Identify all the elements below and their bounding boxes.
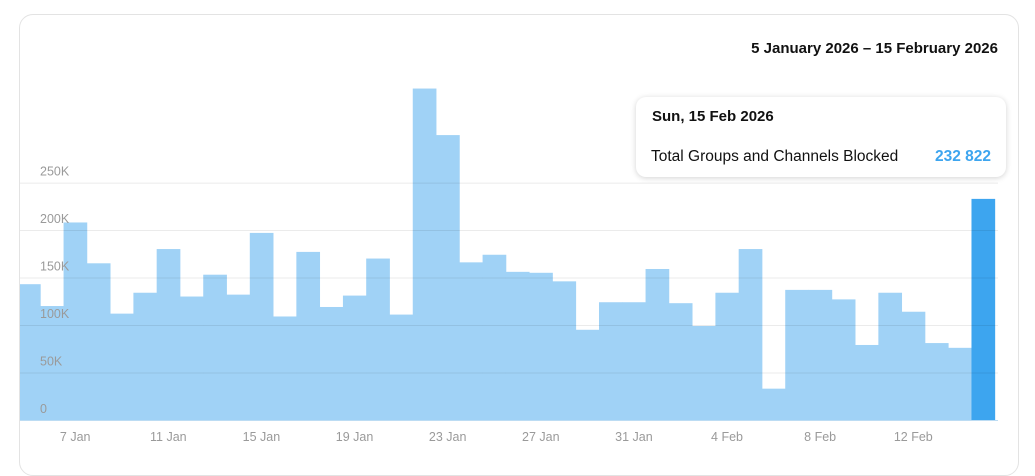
x-tick-label: 8 Feb <box>804 430 836 444</box>
bar-25-jan[interactable] <box>482 254 507 420</box>
bar-24-jan[interactable] <box>459 262 483 420</box>
y-tick-label: 250K <box>40 165 70 179</box>
bar-20-jan[interactable] <box>366 258 390 420</box>
x-tick-label: 31 Jan <box>615 430 653 444</box>
x-tick-label: 7 Jan <box>60 430 91 444</box>
bar-10-feb[interactable] <box>855 344 879 420</box>
bar-9-jan[interactable] <box>110 313 134 420</box>
bar-9-feb[interactable] <box>831 299 856 420</box>
y-tick-label: 50K <box>40 355 63 369</box>
y-tick-label: 100K <box>40 307 70 321</box>
bar-7-feb[interactable] <box>785 289 809 420</box>
bar-23-jan[interactable] <box>436 135 460 420</box>
bar-17-jan[interactable] <box>296 251 321 420</box>
x-tick-label: 19 Jan <box>336 430 374 444</box>
date-range-title: 5 January 2026 – 15 February 2026 <box>751 40 998 57</box>
bar-28-jan[interactable] <box>552 281 577 420</box>
tooltip: Sun, 15 Feb 2026 Total Groups and Channe… <box>636 97 1006 177</box>
bar-12-feb[interactable] <box>901 311 926 420</box>
bar-14-jan[interactable] <box>226 294 251 420</box>
tooltip-value: 232 822 <box>934 148 991 165</box>
bar-1-feb[interactable] <box>645 268 670 420</box>
bar-11-feb[interactable] <box>878 292 903 420</box>
y-tick-label: 0 <box>40 402 47 416</box>
bar-8-feb[interactable] <box>808 289 833 420</box>
bar-13-feb[interactable] <box>924 343 949 420</box>
bar-6-jan[interactable] <box>40 306 64 420</box>
bar-31-jan[interactable] <box>622 302 646 420</box>
bar-27-jan[interactable] <box>529 272 553 420</box>
bar-4-feb[interactable] <box>715 292 740 420</box>
bar-chart: 0 50K 100K 150K 200K 250K 7 Jan 11 Jan 15 Jan 19 … <box>20 88 998 444</box>
bar-16-jan[interactable] <box>273 316 297 420</box>
bar-10-jan[interactable] <box>133 292 158 420</box>
x-tick-label: 4 Feb <box>711 430 743 444</box>
x-tick-label: 12 Feb <box>894 430 933 444</box>
bar-14-feb[interactable] <box>948 347 972 420</box>
bar-19-jan[interactable] <box>342 295 367 420</box>
bar-11-jan[interactable] <box>156 249 181 420</box>
bar-7-jan[interactable] <box>63 222 88 420</box>
bar-3-feb[interactable] <box>692 325 716 420</box>
bar-15-feb[interactable] <box>971 198 996 420</box>
bar-15-jan[interactable] <box>249 232 274 420</box>
bar-12-jan[interactable] <box>179 296 204 420</box>
y-tick-label: 150K <box>40 260 70 274</box>
bar-5-jan[interactable] <box>20 284 41 420</box>
tooltip-date: Sun, 15 Feb 2026 <box>652 108 774 125</box>
bar-21-jan[interactable] <box>389 314 414 420</box>
bar-13-jan[interactable] <box>203 274 227 420</box>
x-tick-label: 11 Jan <box>150 430 187 444</box>
tooltip-label: Total Groups and Channels Blocked <box>651 148 899 165</box>
x-tick-label: 15 Jan <box>243 430 281 444</box>
bar-26-jan[interactable] <box>505 271 530 420</box>
bar-8-jan[interactable] <box>86 263 111 420</box>
bar-18-jan[interactable] <box>319 306 344 420</box>
x-tick-label: 27 Jan <box>522 430 560 444</box>
bar-29-jan[interactable] <box>575 329 600 420</box>
y-tick-label: 200K <box>40 212 70 226</box>
bar-2-feb[interactable] <box>668 303 693 420</box>
x-tick-label: 23 Jan <box>429 430 467 444</box>
bar-22-jan[interactable] <box>412 88 437 420</box>
bar-5-feb[interactable] <box>738 249 763 420</box>
bar-6-feb[interactable] <box>761 388 786 420</box>
bar-30-jan[interactable] <box>599 302 623 420</box>
